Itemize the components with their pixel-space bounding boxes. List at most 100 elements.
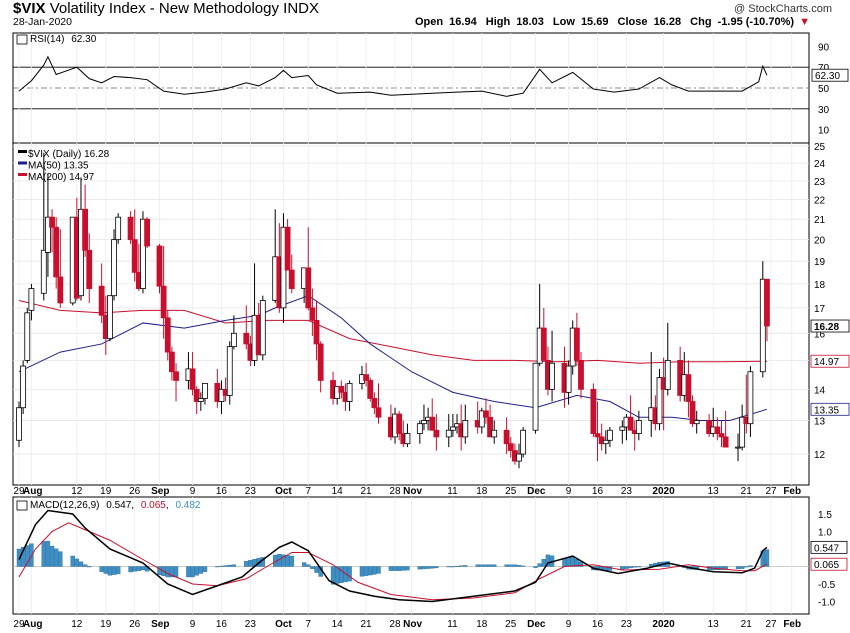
copyright: @ StockCharts.com	[734, 3, 832, 15]
price-legend-swatch	[18, 173, 27, 176]
macd-histogram-bar	[99, 566, 104, 572]
macd-histogram-bar	[223, 565, 228, 567]
x-tick-label: 2020	[652, 619, 675, 630]
candle	[549, 330, 555, 402]
rsi-legend-value: 62.30	[71, 34, 96, 45]
x-tick-label: 9	[566, 619, 572, 630]
candle-body	[230, 332, 237, 348]
candle-body	[259, 300, 266, 356]
candle-body	[53, 226, 60, 278]
candle	[140, 211, 146, 294]
macd-histogram-bar	[173, 566, 179, 578]
candle	[107, 295, 113, 342]
x-tick-label: Aug	[23, 486, 42, 497]
candle-body	[503, 429, 510, 445]
candle-body	[664, 359, 671, 390]
chg-label: Chg	[690, 16, 712, 28]
candle-body	[635, 420, 642, 434]
candle-body	[367, 380, 374, 399]
candle-body	[735, 446, 741, 449]
candle-body	[619, 426, 626, 431]
candle	[115, 213, 122, 244]
down-arrow-icon: ▼	[799, 16, 810, 28]
macd-collapse-icon[interactable]	[16, 500, 28, 511]
candle	[421, 404, 427, 431]
candle	[197, 392, 204, 411]
rsi-collapse-icon[interactable]	[16, 34, 28, 45]
candle	[747, 366, 754, 437]
candle	[602, 430, 609, 455]
macd-histogram-bar	[368, 566, 373, 576]
candle	[160, 245, 167, 339]
candle	[540, 307, 547, 361]
x-tick-label: 21	[741, 486, 753, 497]
chart-date: 28-Jan-2020	[13, 16, 72, 28]
macd-histogram-bar	[306, 564, 311, 567]
candle	[363, 363, 370, 387]
macd-histogram-bar	[45, 540, 51, 567]
candle-body	[197, 398, 204, 402]
macd-histogram-bar	[512, 564, 518, 567]
macd-histogram-bar	[562, 558, 567, 567]
macd-tick-label: -0.5	[818, 580, 836, 591]
candle-body	[491, 429, 498, 438]
candle	[532, 362, 539, 434]
candle-body	[722, 436, 729, 448]
candle-body	[363, 374, 370, 381]
candle-body	[718, 433, 725, 438]
candle-body	[164, 317, 171, 353]
macd-value-box	[810, 540, 848, 554]
candle-body	[156, 245, 163, 287]
macd-histogram-bar	[186, 566, 191, 578]
x-tick-label: 27	[765, 619, 777, 630]
candle	[664, 322, 671, 396]
candle	[86, 233, 93, 303]
candle	[305, 227, 312, 311]
macd-histogram-bar	[198, 566, 204, 574]
macd-histogram-bar	[165, 566, 170, 578]
candle-body	[86, 249, 93, 289]
ma200-value-tag: 14.97	[814, 357, 839, 368]
candle	[478, 407, 485, 434]
candle-body	[578, 359, 584, 390]
x-tick-label: Nov	[403, 619, 422, 630]
candle-body	[594, 433, 601, 438]
macd-histogram-bar	[578, 561, 584, 567]
candle	[739, 404, 746, 451]
candle-body	[57, 276, 64, 304]
candle-body	[375, 407, 382, 418]
candle	[503, 417, 510, 455]
candle	[288, 254, 295, 294]
macd-histogram-bar	[132, 566, 137, 572]
candle-body	[462, 420, 469, 438]
candle-body	[478, 410, 485, 428]
x-tick-label: 9	[190, 619, 196, 630]
x-tick-label: 11	[447, 619, 458, 630]
x-tick-label: 16	[592, 619, 604, 630]
macd-histogram-bar	[49, 545, 55, 567]
rsi-gridlines	[13, 66, 809, 110]
price-gridlines	[13, 145, 809, 455]
rsi-current-box	[811, 68, 849, 82]
candle	[764, 278, 770, 342]
macd-histogram-bar	[632, 566, 637, 568]
candle	[689, 395, 696, 427]
macd-histogram-bar	[140, 566, 146, 571]
candle-body	[28, 288, 35, 311]
candle-body	[20, 365, 27, 409]
candle-body	[656, 377, 663, 425]
x-tick-label: 7	[305, 486, 311, 497]
candle-body	[127, 216, 134, 241]
macd-histogram-bar	[289, 555, 294, 567]
rsi-tick-label: 50	[818, 84, 830, 95]
x-tick-label: Sep	[151, 486, 169, 497]
x-tick-label: Feb	[783, 619, 801, 630]
candle	[487, 404, 493, 438]
x-tick-label: 27	[765, 486, 777, 497]
x-tick-label: 12	[71, 486, 83, 497]
candle	[429, 398, 436, 431]
open-value: 16.94	[449, 16, 477, 28]
macd-histogram-bar	[190, 566, 195, 578]
candle	[714, 417, 721, 441]
macd-legend-value: 0.547	[106, 500, 131, 511]
